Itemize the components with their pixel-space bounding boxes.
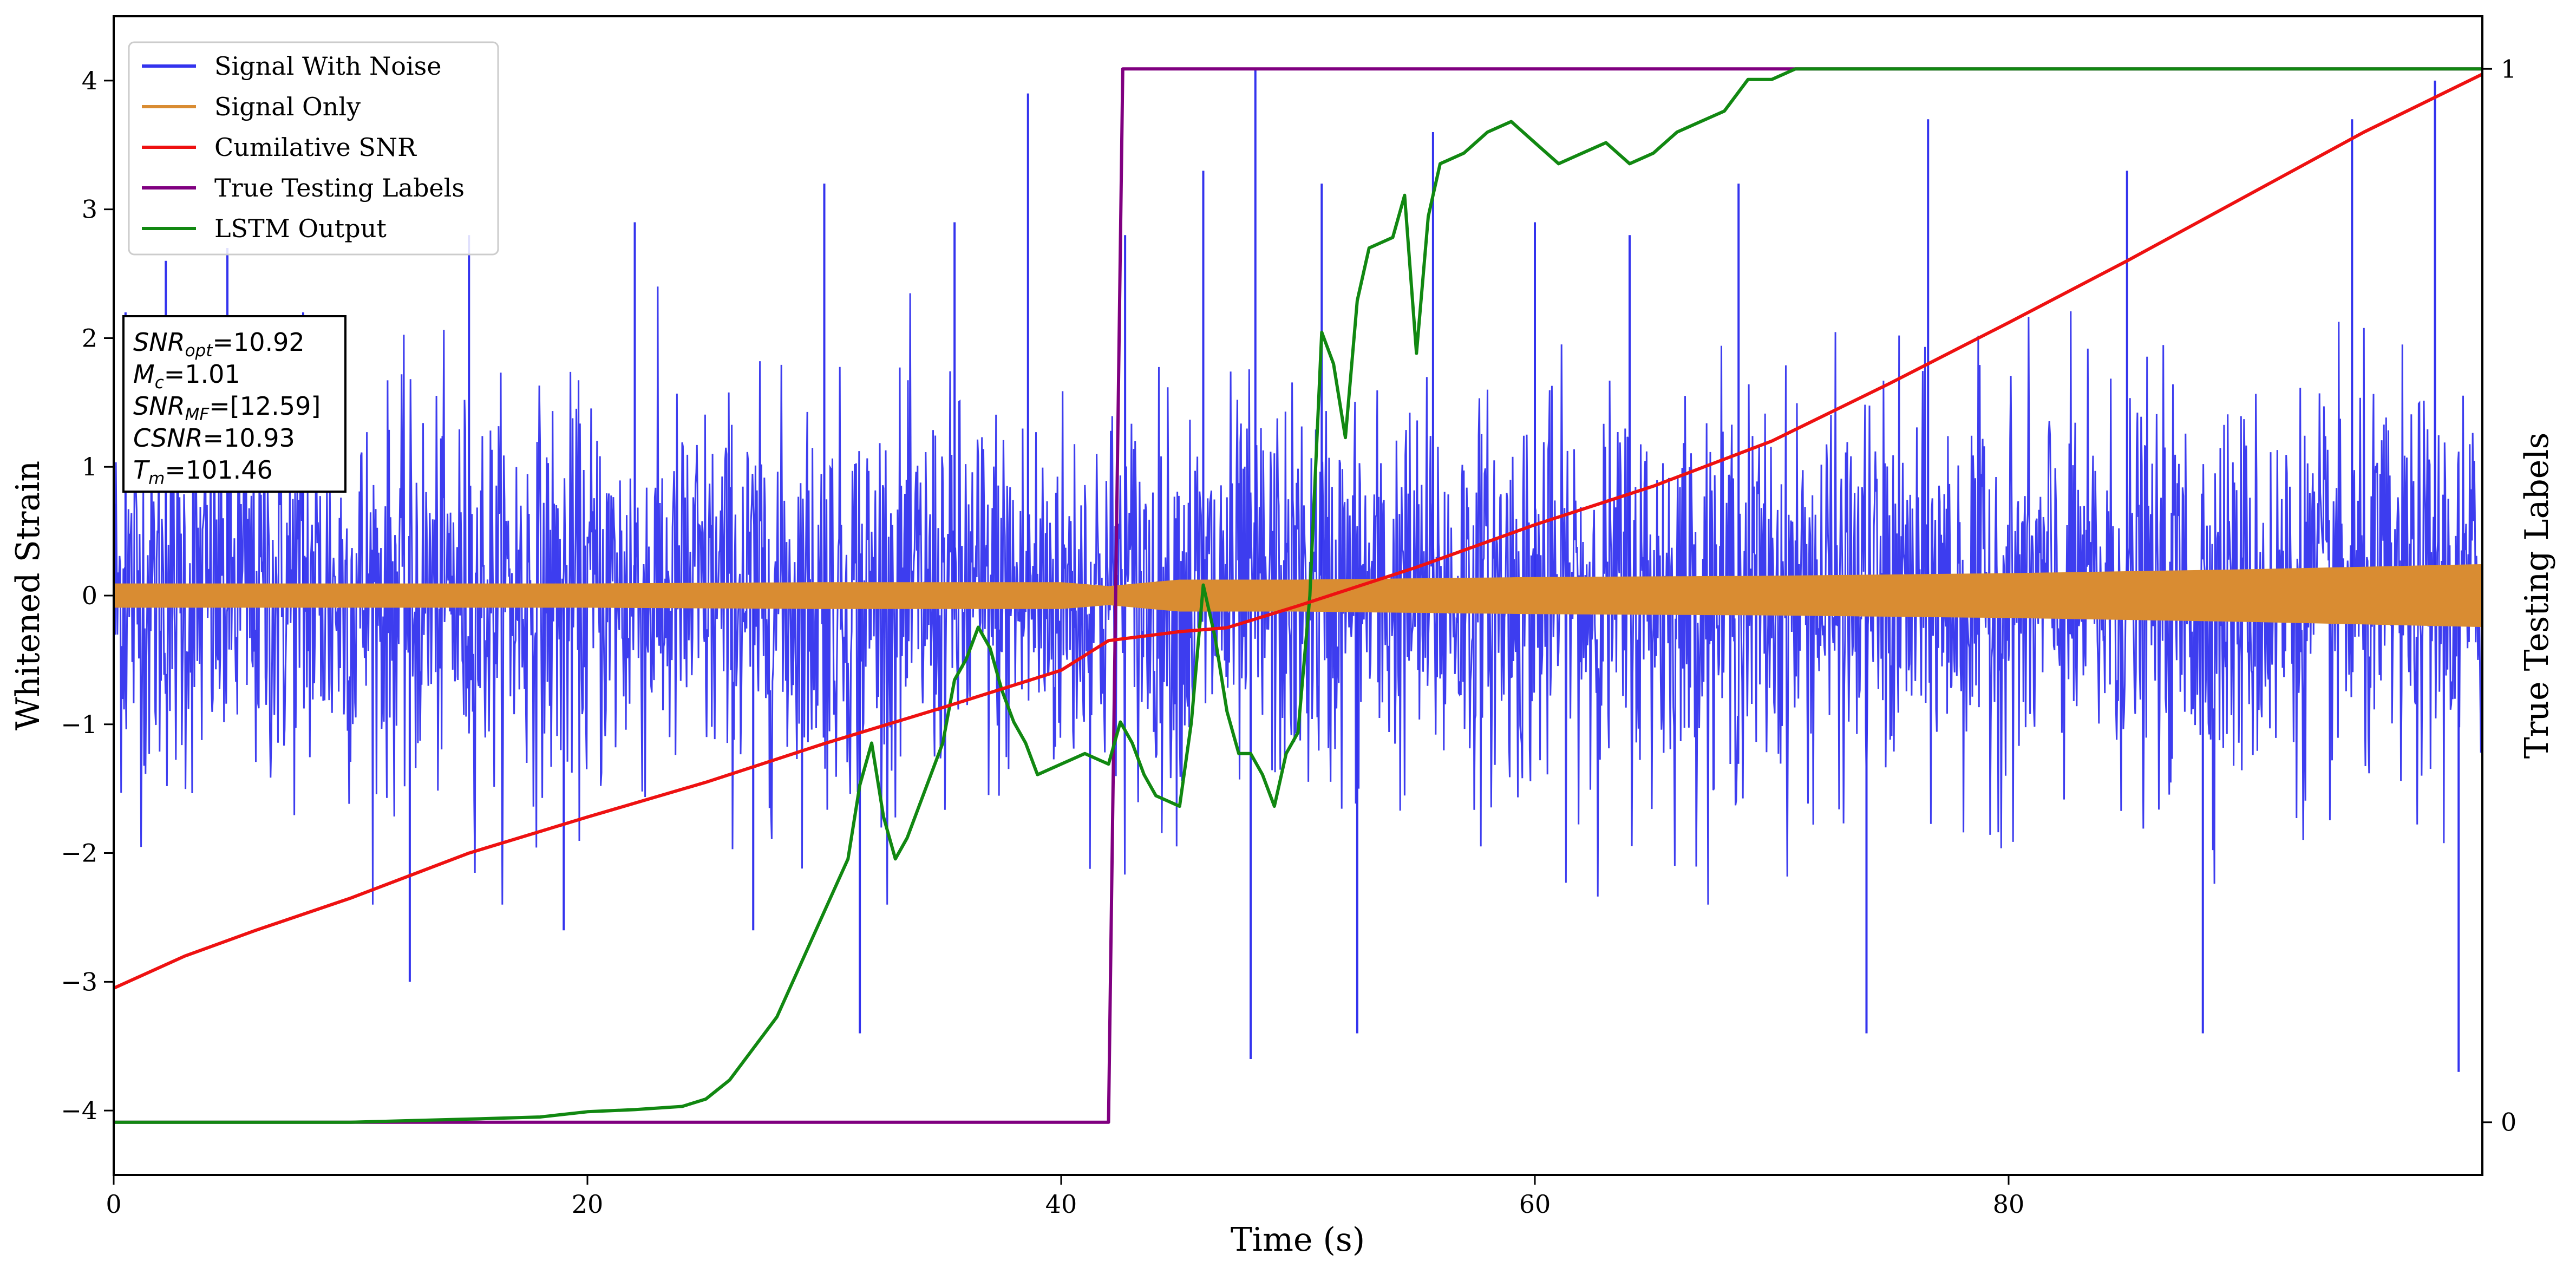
y-axis-title: Whitened Strain [9,461,47,730]
x-axis: 0 20 40 60 80 [106,1175,2024,1219]
x-tick-label: 20 [572,1190,604,1219]
legend-label: Signal Only [214,92,361,121]
annotation-box: SNRopt=10.92Mc=1.01SNRMF=[12.59]CSNR=10.… [122,315,346,493]
legend-label: Signal With Noise [214,51,441,81]
annotation-frame [122,315,346,493]
y-tick-label: −2 [61,839,97,868]
y-tick-label: 1 [82,452,97,481]
x-tick-label: 0 [106,1190,121,1219]
annotation-line: CSNR=10.93 [133,423,295,453]
x-tick-label: 60 [1519,1190,1551,1219]
y-tick-label: −1 [61,710,97,739]
y-tick-label: −4 [61,1096,97,1125]
legend-label: True Testing Labels [214,173,465,202]
legend: Signal With Noise Signal Only Cumilative S… [128,41,499,256]
annotation-line: SNRMF=[12.59] [133,391,321,424]
y-axis-right-title: True Testing Labels [2518,433,2556,759]
annotation-line: Tm=101.46 [133,455,273,488]
legend-label: LSTM Output [214,214,387,243]
y-axis-left: −4 −3 −2 −1 0 1 2 3 4 [61,66,114,1125]
x-tick-label: 40 [1045,1190,1077,1219]
y-tick-label: 0 [82,581,97,610]
signal-with-noise-series [114,68,2482,1072]
x-tick-label: 80 [1993,1190,2025,1219]
annotation-line: Mc=1.01 [133,360,240,393]
legend-label: Cumilative SNR [214,133,417,162]
y-tick-label: 2 [82,323,97,352]
y2-tick-label: 1 [2501,54,2516,83]
legend-box [128,41,499,256]
cumilative-snr-series [114,73,2482,990]
annotation-line: SNRopt=10.92 [133,328,305,361]
y-tick-label: 3 [82,195,97,224]
y2-tick-label: 0 [2501,1108,2516,1137]
x-axis-title: Time (s) [1231,1221,1365,1259]
noise-trace [114,286,2482,905]
y-tick-label: −3 [61,967,97,996]
signal-only-series [114,564,2482,628]
lstm-output-series [114,67,2482,1124]
y-axis-right: 01 [2482,54,2516,1137]
series-layer [114,67,2482,1124]
y-tick-label: 4 [82,66,97,95]
